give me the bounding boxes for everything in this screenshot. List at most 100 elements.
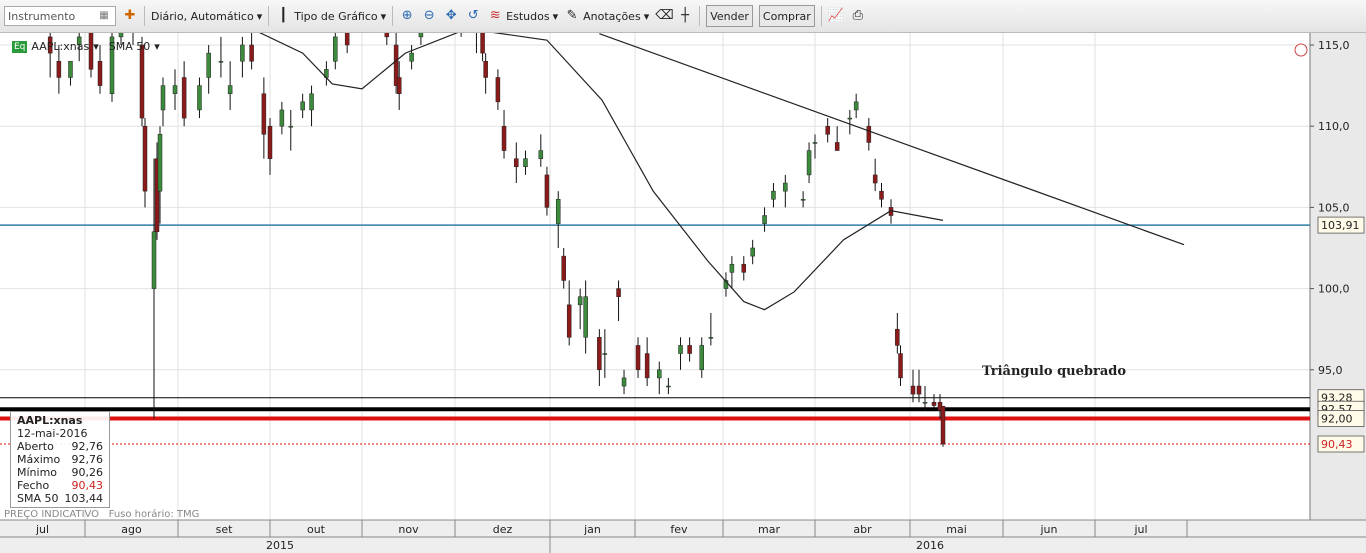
chevron-down-icon[interactable]: ▾ bbox=[154, 40, 160, 53]
candlestick-icon: ┃ bbox=[279, 8, 288, 23]
print-icon[interactable]: ⎙ bbox=[852, 8, 864, 23]
candle-body bbox=[218, 60, 224, 63]
separator bbox=[144, 6, 145, 26]
legend-row: Fecho 90,43 bbox=[17, 479, 103, 492]
candle-body bbox=[197, 85, 202, 111]
y-tick-label: 110,0 bbox=[1318, 120, 1350, 133]
month-label: ago bbox=[121, 523, 142, 536]
add-compare-icon[interactable]: ✚ bbox=[124, 8, 136, 23]
zoom-out-icon[interactable]: ⊖ bbox=[423, 8, 435, 23]
candle-body bbox=[597, 337, 602, 371]
candle-body bbox=[834, 142, 840, 151]
legend-value: 90,43 bbox=[71, 479, 104, 492]
candle-body bbox=[931, 402, 937, 406]
candle-body bbox=[699, 345, 705, 371]
indicator-label[interactable]: SMA 50 bbox=[108, 40, 151, 53]
y-tick-label: 105,0 bbox=[1318, 201, 1350, 214]
price-label-text: 92,00 bbox=[1321, 413, 1353, 426]
candle-body bbox=[783, 182, 788, 192]
interval-dropdown[interactable]: Diário, Automático ▾ bbox=[151, 10, 262, 23]
price-chart[interactable]: 115,0 110,0 105,0 100,0 95,0 jul ago set out nov d… bbox=[0, 33, 1366, 553]
timezone-note: Fuso horário: TMG bbox=[108, 509, 200, 520]
chevron-down-icon: ▾ bbox=[256, 9, 263, 23]
year-label: 2015 bbox=[266, 539, 294, 552]
buy-button[interactable]: Comprar bbox=[758, 5, 815, 27]
candle-body bbox=[56, 60, 62, 78]
candle-body bbox=[109, 36, 115, 94]
eraser-icon[interactable]: ⌫ bbox=[655, 8, 674, 23]
toolbar: Instrumento ▦ ✚ Diário, Automático ▾ ┃ Tipo… bbox=[0, 0, 1366, 33]
sma50-line bbox=[259, 33, 944, 311]
month-label: jul bbox=[1133, 523, 1147, 536]
legend-value: 92,76 bbox=[71, 453, 104, 466]
candle-body bbox=[741, 263, 747, 273]
price-label: 92,00 bbox=[1317, 410, 1365, 427]
chevron-down-icon: ▾ bbox=[643, 9, 650, 23]
candle-body bbox=[922, 402, 928, 404]
instrument-input[interactable]: Instrumento ▦ bbox=[4, 6, 116, 26]
plot-area bbox=[0, 33, 1310, 520]
trendline bbox=[599, 33, 1185, 246]
year-label: 2016 bbox=[916, 539, 944, 552]
reset-icon[interactable]: ↺ bbox=[467, 8, 479, 23]
candle-body bbox=[523, 158, 528, 168]
candle-body bbox=[495, 77, 501, 103]
candle-body bbox=[393, 44, 399, 86]
candle-body bbox=[561, 255, 566, 281]
candle-body bbox=[249, 44, 254, 62]
candle-body bbox=[898, 353, 903, 379]
candle-body bbox=[142, 125, 148, 192]
y-tick-label: 100,0 bbox=[1318, 283, 1350, 296]
month-label: nov bbox=[398, 523, 419, 536]
lookup-icon[interactable]: ▦ bbox=[99, 10, 109, 21]
studies-dropdown[interactable]: ≋ Estudos ▾ bbox=[487, 8, 558, 24]
legend-row: Mínimo 90,26 bbox=[17, 466, 103, 479]
legend-label: Máximo bbox=[17, 453, 61, 466]
candle-body bbox=[616, 288, 621, 297]
separator bbox=[699, 6, 701, 26]
annotations-label: Anotações bbox=[583, 9, 641, 23]
candle-body bbox=[847, 117, 853, 120]
chart-settings-icon[interactable]: 📈 bbox=[827, 8, 844, 23]
crosshair-icon[interactable]: ┼ bbox=[681, 8, 690, 23]
y-tick-label: 115,0 bbox=[1318, 39, 1350, 52]
candle-body bbox=[88, 33, 94, 70]
candle-body bbox=[309, 93, 314, 111]
candle-body bbox=[853, 101, 859, 111]
candle-body bbox=[418, 33, 424, 38]
candle-body bbox=[206, 52, 211, 78]
chevron-down-icon[interactable]: ▾ bbox=[93, 40, 99, 53]
candle-body bbox=[47, 36, 53, 54]
candle-body bbox=[872, 174, 878, 184]
zoom-in-icon[interactable]: ⊕ bbox=[401, 8, 413, 23]
month-label: fev bbox=[670, 523, 688, 536]
candle-body bbox=[409, 52, 414, 62]
legend-label: Fecho bbox=[17, 479, 50, 492]
chevron-down-icon: ▾ bbox=[552, 9, 559, 23]
candle-body bbox=[300, 101, 305, 111]
pencil-icon: ✎ bbox=[566, 8, 578, 23]
sell-button[interactable]: Vender bbox=[706, 5, 753, 27]
chart-footer: PREÇO INDICATIVO Fuso horário: TMG bbox=[4, 509, 199, 520]
legend-label: Mínimo bbox=[17, 466, 58, 479]
candle-body bbox=[666, 385, 671, 388]
plot-layer bbox=[0, 33, 1310, 447]
month-label: jul bbox=[35, 523, 49, 536]
symbol-label[interactable]: AAPL:xnas bbox=[31, 40, 90, 53]
separator bbox=[820, 6, 822, 26]
legend-symbol: AAPL:xnas bbox=[17, 414, 83, 427]
candle-body bbox=[555, 199, 561, 224]
candle-body bbox=[172, 85, 178, 94]
legend-row: SMA 50 103,44 bbox=[17, 492, 103, 505]
candle-body bbox=[97, 60, 103, 86]
chart-annotation[interactable]: Triângulo quebrado bbox=[982, 364, 1127, 379]
interval-label: Diário, Automático bbox=[151, 9, 254, 23]
annotations-dropdown[interactable]: ✎ Anotações ▾ bbox=[564, 8, 650, 24]
pan-icon[interactable]: ✥ bbox=[445, 8, 457, 23]
candle-body bbox=[181, 77, 187, 119]
candle-body bbox=[895, 328, 900, 346]
chart-type-dropdown[interactable]: ┃ Tipo de Gráfico ▾ bbox=[275, 8, 386, 24]
legend-value: 90,26 bbox=[71, 466, 104, 479]
candle-body bbox=[800, 199, 806, 201]
candle-body bbox=[227, 85, 233, 94]
